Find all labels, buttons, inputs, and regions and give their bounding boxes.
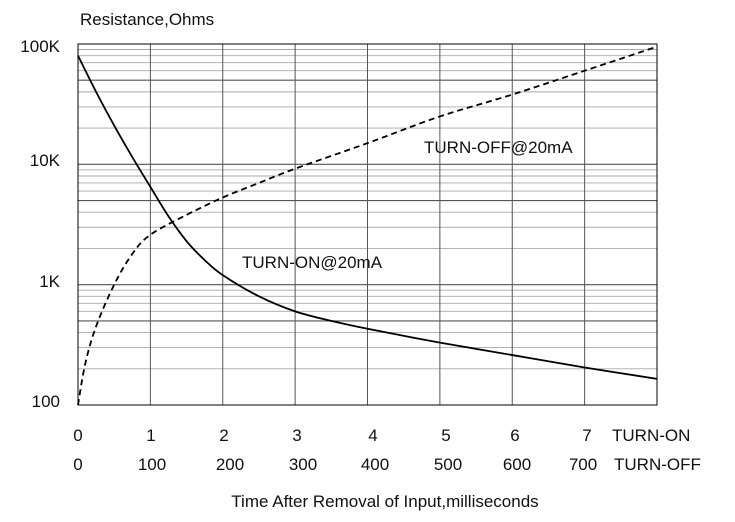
series-label-turn-off: TURN-OFF@20mA	[424, 138, 573, 157]
series-label-turn-on: TURN-ON@20mA	[242, 253, 383, 272]
x-tick-off-100: 100	[138, 455, 166, 474]
y-tick-label-100k: 100K	[20, 37, 60, 56]
series-layer	[77, 45, 658, 406]
x-tick-off-700: 700	[569, 455, 597, 474]
x-tick-off-400: 400	[361, 455, 389, 474]
grid	[78, 44, 657, 406]
x-tick-on-3: 3	[292, 426, 301, 445]
x-axis-label: Time After Removal of Input,milliseconds	[231, 492, 538, 511]
x-tick-on-4: 4	[368, 426, 377, 445]
y-axis-label: Resistance,Ohms	[80, 10, 214, 29]
x-tick-on-5: 5	[441, 426, 450, 445]
y-tick-label-100: 100	[32, 392, 60, 411]
x-axis-name-turn-on: TURN-ON	[612, 426, 690, 445]
x-tick-on-1: 1	[146, 426, 155, 445]
y-tick-label-1k: 1K	[39, 272, 60, 291]
x-tick-on-0: 0	[73, 426, 82, 445]
x-tick-off-200: 200	[216, 455, 244, 474]
x-tick-on-7: 7	[582, 426, 591, 445]
x-tick-off-500: 500	[434, 455, 462, 474]
x-tick-on-6: 6	[510, 426, 519, 445]
series-line-turn-on-20ma	[77, 55, 658, 380]
x-tick-off-600: 600	[503, 455, 531, 474]
x-tick-on-2: 2	[219, 426, 228, 445]
x-tick-off-0: 0	[73, 455, 82, 474]
x-axis-name-turn-off: TURN-OFF	[614, 455, 701, 474]
plot-area-frame	[77, 43, 658, 406]
x-tick-off-300: 300	[289, 455, 317, 474]
y-tick-label-10k: 10K	[30, 151, 61, 170]
